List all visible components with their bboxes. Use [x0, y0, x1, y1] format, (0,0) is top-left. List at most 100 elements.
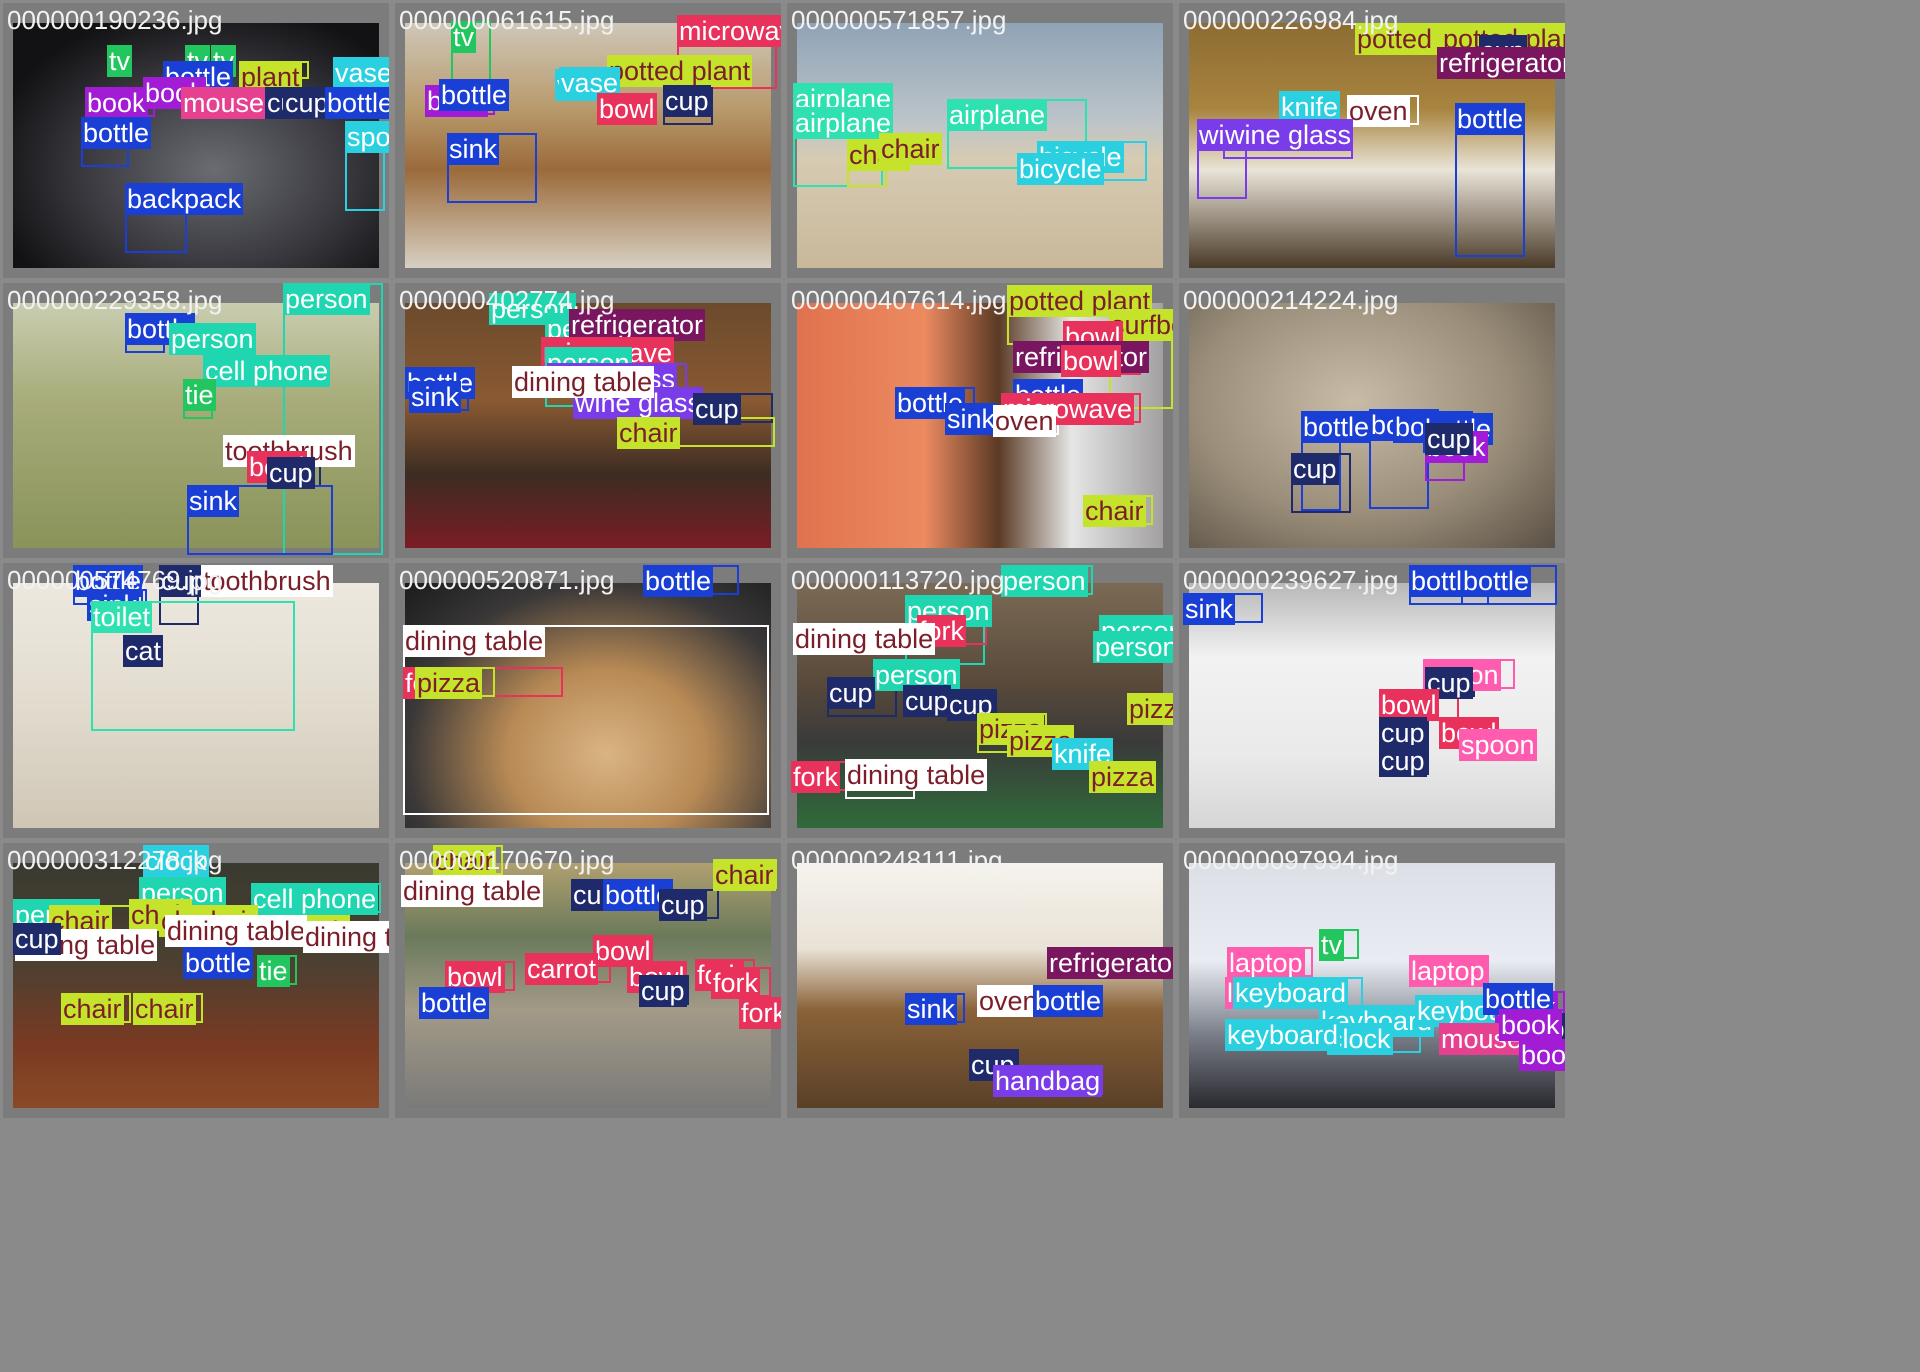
- detection-label: clock: [143, 845, 209, 877]
- detection-label: tv: [107, 45, 133, 77]
- detection-label: vase: [559, 67, 621, 99]
- detection-label: chair: [879, 133, 942, 165]
- detection-label: potted plant: [607, 55, 753, 87]
- detection-label: cup: [1425, 667, 1473, 699]
- detection-label: knife: [1052, 738, 1114, 770]
- detection-label: sink: [1183, 593, 1236, 625]
- detection-label: book: [1519, 1039, 1565, 1071]
- tile-16: 000000097994.jpgtvlaptoplaptoplaptopkeyb…: [1179, 843, 1565, 1118]
- detection-label: cup: [693, 393, 741, 425]
- tile-6: 000000402774.jpgpersonpersonrefrigerator…: [395, 283, 781, 558]
- detection-label: chair: [61, 993, 124, 1025]
- detection-label: oven: [1347, 95, 1410, 127]
- detection-label: laptop: [1227, 947, 1305, 979]
- detection-label: sink: [187, 485, 240, 517]
- detection-label: keyboard: [1225, 1019, 1341, 1051]
- detection-label: cup: [639, 975, 687, 1007]
- detection-label: cup: [903, 685, 951, 717]
- detection-label: bottle: [183, 947, 254, 979]
- detection-label: fork: [711, 967, 761, 999]
- detection-label: fork: [791, 761, 841, 793]
- tile-filename: 000000113720.jpg: [791, 565, 1005, 595]
- detection-label: cup: [969, 1049, 1017, 1081]
- detection-label: cell phone: [203, 355, 331, 387]
- detection-box: [91, 601, 295, 731]
- detection-label: bowl: [1379, 689, 1439, 721]
- detection-label: cup: [1379, 717, 1427, 749]
- detection-label: cup: [827, 677, 875, 709]
- detection-label: wine glass: [1223, 119, 1354, 151]
- detection-label: dining table: [401, 875, 544, 907]
- detection-box: [403, 625, 769, 815]
- detection-label: bottle: [81, 117, 152, 149]
- detection-label: chair: [713, 859, 776, 891]
- tile-12: 000000239627.jpgbottlebottlesinkspooncup…: [1179, 563, 1565, 838]
- tile-15: 000000248111.jpg refrigerator sink oven bott…: [787, 843, 1173, 1118]
- detection-label: cell phone: [251, 883, 379, 915]
- tile-filename: 000000312278.jpg: [7, 845, 223, 875]
- detection-label: refrigerator: [569, 309, 706, 341]
- detection-label: dining table: [303, 921, 389, 953]
- detection-label: spoon: [1459, 729, 1537, 761]
- tile-photo: [1189, 583, 1555, 828]
- detection-label: tv: [451, 21, 477, 53]
- detection-label: toothbrush: [201, 565, 333, 597]
- detection-label: bottle: [439, 79, 510, 111]
- detection-label: fork: [739, 997, 781, 1029]
- detection-label: cup: [1379, 745, 1427, 777]
- detection-label: keyboard: [1233, 977, 1349, 1009]
- tile-filename: 000000248111.jpg: [791, 845, 1003, 875]
- tile-3: 000000571857.jpg airplane airplane airplane…: [787, 3, 1173, 278]
- detection-label: pizza: [1127, 693, 1173, 725]
- detection-label: tie: [183, 379, 216, 411]
- detection-label: tie: [257, 955, 290, 987]
- tile-filename: 000000571857.jpg: [791, 5, 1007, 35]
- detection-label: cup: [663, 85, 711, 117]
- tile-filename: 000000574769.jpg: [7, 565, 223, 595]
- tile-1: 000000190236.jpgtvtvtvbottleplantbookboo…: [3, 3, 389, 278]
- detection-label: bottle: [325, 87, 389, 119]
- detection-label: chair: [1083, 495, 1146, 527]
- detection-label: laptop: [1409, 955, 1487, 987]
- detection-label: vase: [333, 57, 389, 89]
- detection-label: chair: [617, 417, 680, 449]
- detection-label: sink: [905, 993, 958, 1025]
- detection-label: dining table: [165, 915, 308, 947]
- detection-label: chair: [433, 845, 496, 877]
- detection-label: dining table: [403, 625, 546, 657]
- detection-label: bottle: [1455, 103, 1526, 135]
- detection-label: tv: [1319, 929, 1345, 961]
- tile-filename: 000000407614.jpg: [791, 285, 1007, 315]
- tile-5: 000000229358.jpg person bottle person cell p…: [3, 283, 389, 558]
- tile-filename: 000000061615.jpg: [399, 5, 615, 35]
- detection-label: pizza: [415, 667, 483, 699]
- detection-label: backpack: [125, 183, 244, 215]
- detection-label: sink: [945, 403, 998, 435]
- detection-label: refrigerator: [1047, 947, 1173, 979]
- detection-label: knife: [1279, 91, 1341, 123]
- tile-photo: [405, 583, 771, 828]
- detection-label: cat: [123, 635, 164, 667]
- detection-label: dining table: [512, 366, 655, 398]
- detection-label: person: [1001, 565, 1088, 597]
- detection-label: cup: [159, 565, 207, 597]
- detection-label: cup: [267, 457, 315, 489]
- tile-filename: 000000402774.jpg: [399, 285, 615, 315]
- detection-label: airplane: [793, 107, 894, 139]
- detection-label: sink: [447, 133, 500, 165]
- detection-label: bottle: [1301, 411, 1372, 443]
- tile-8: 000000214224.jpgbottlebottlebottlebottle…: [1179, 283, 1565, 558]
- detection-label: bicycle: [1017, 153, 1104, 185]
- detection-label: dining table: [845, 759, 988, 791]
- detection-label: sink: [409, 381, 462, 413]
- detection-label: airplane: [947, 99, 1048, 131]
- detection-label: book: [1499, 1009, 1562, 1041]
- detection-label: cup: [283, 87, 331, 119]
- detection-label: cup: [659, 889, 707, 921]
